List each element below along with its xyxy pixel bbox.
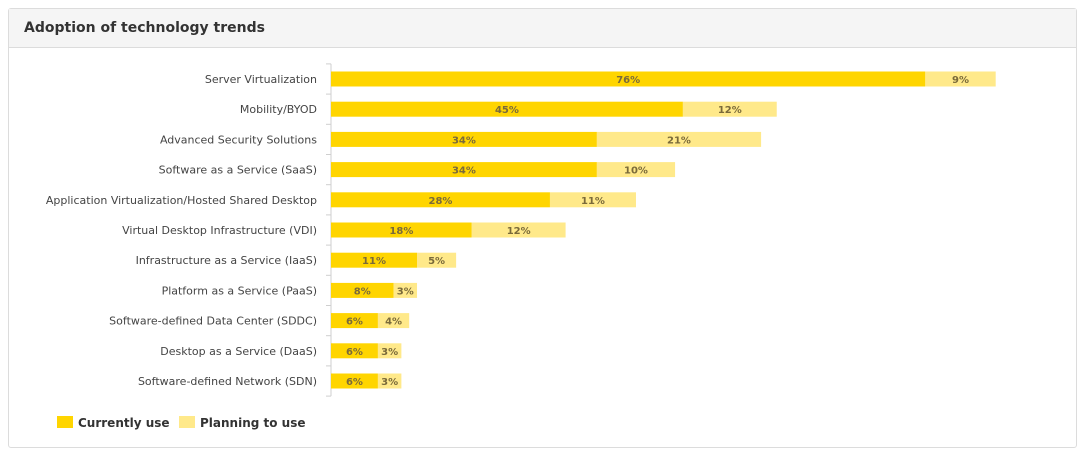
category-label: Infrastructure as a Service (IaaS) [136,254,317,267]
bar-currently-use[interactable] [331,101,683,117]
bar-currently-use[interactable] [331,222,472,238]
bar-value-label: 34% [452,135,476,146]
category-label: Virtual Desktop Infrastructure (VDI) [122,224,317,237]
category-label: Software-defined Data Center (SDDC) [109,315,317,328]
bar-value-label: 12% [507,226,531,237]
bar-planning-to-use[interactable] [549,192,636,208]
bar-value-label: 4% [385,317,402,328]
bar-currently-use[interactable] [331,252,418,268]
bar-value-label: 8% [354,286,371,297]
bar-currently-use[interactable] [331,282,394,298]
panel-header: Adoption of technology trends [9,9,1076,48]
category-label: Desktop as a Service (DaaS) [160,345,317,358]
bar-planning-to-use[interactable] [377,373,402,389]
bar-planning-to-use[interactable] [417,252,457,268]
category-label: Application Virtualization/Hosted Shared… [46,194,317,207]
bar-currently-use[interactable] [331,192,550,208]
bar-value-label: 6% [346,317,363,328]
bar-value-label: 6% [346,377,363,388]
legend-label[interactable]: Planning to use [200,416,306,430]
category-label: Platform as a Service (PaaS) [162,284,317,297]
bar-planning-to-use[interactable] [925,71,996,87]
bar-value-label: 6% [346,347,363,358]
bar-currently-use[interactable] [331,71,926,87]
bar-planning-to-use[interactable] [596,131,762,147]
bar-value-label: 28% [429,196,453,207]
bar-value-label: 11% [362,256,386,267]
category-label: Server Virtualization [205,73,317,86]
panel-title: Adoption of technology trends [24,20,265,36]
bar-value-label: 3% [381,347,398,358]
bar-currently-use[interactable] [331,162,597,178]
bar-value-label: 5% [428,256,445,267]
bar-value-label: 18% [389,226,413,237]
bar-value-label: 12% [718,105,742,116]
bar-value-label: 9% [952,75,969,86]
legend-swatch-planning-to-use[interactable] [179,416,195,428]
bar-value-label: 21% [667,135,691,146]
bar-value-label: 34% [452,166,476,177]
bar-planning-to-use[interactable] [393,282,418,298]
bar-value-label: 11% [581,196,605,207]
category-label: Advanced Security Solutions [160,133,317,146]
bar-currently-use[interactable] [331,373,378,389]
bar-planning-to-use[interactable] [377,313,410,329]
category-label: Software as a Service (SaaS) [159,164,317,177]
bar-value-label: 3% [381,377,398,388]
bar-value-label: 45% [495,105,519,116]
bar-currently-use[interactable] [331,343,378,359]
legend-swatch-currently-use[interactable] [57,416,73,428]
bar-planning-to-use[interactable] [596,162,676,178]
bar-value-label: 76% [616,75,640,86]
legend-label[interactable]: Currently use [78,416,170,430]
category-label: Mobility/BYOD [240,103,317,116]
bar-value-label: 3% [397,286,414,297]
bar-currently-use[interactable] [331,313,378,329]
bar-planning-to-use[interactable] [682,101,777,117]
bar-value-label: 10% [624,166,648,177]
bar-planning-to-use[interactable] [471,222,566,238]
category-label: Software-defined Network (SDN) [138,375,317,388]
bar-currently-use[interactable] [331,131,597,147]
bar-planning-to-use[interactable] [377,343,402,359]
